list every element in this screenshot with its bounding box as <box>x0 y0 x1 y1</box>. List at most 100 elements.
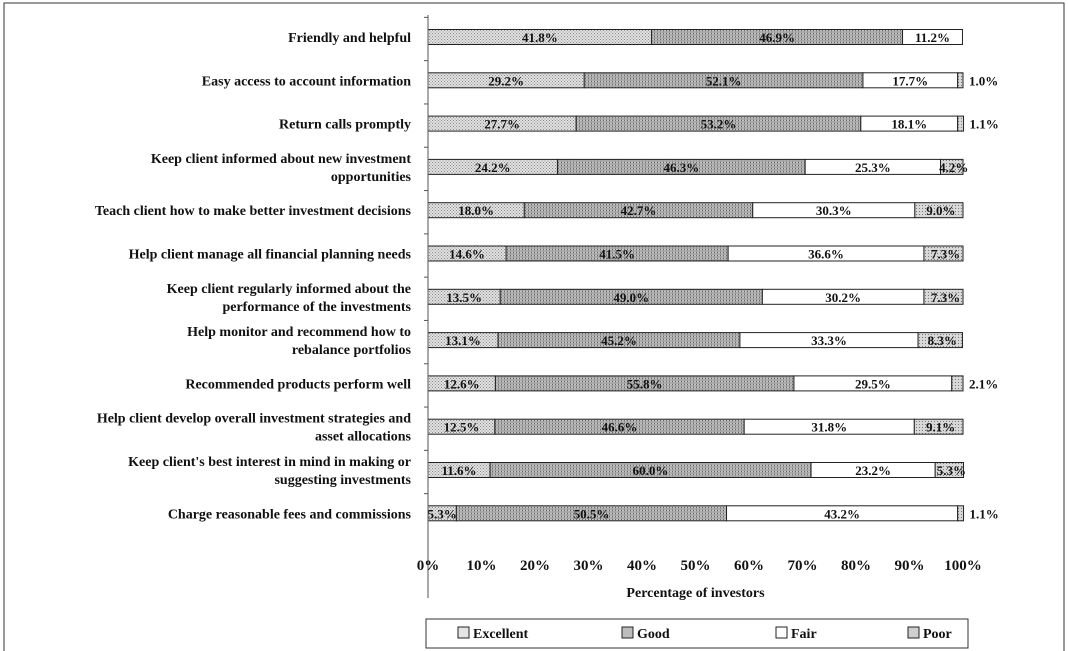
category-label: Return calls promptly <box>279 118 411 133</box>
data-label-fair: 43.2% <box>824 506 860 521</box>
data-label-fair: 17.7% <box>892 73 928 88</box>
category-label: Help client develop overall investment s… <box>97 412 412 445</box>
category-label-line: suggesting investments <box>274 473 411 488</box>
x-tick-label: 20% <box>520 558 550 574</box>
data-label-excellent: 13.1% <box>445 333 481 348</box>
data-label-good: 50.5% <box>574 506 610 521</box>
data-label-fair: 18.1% <box>891 117 927 132</box>
category-label: Keep client regularly informed about the… <box>167 282 412 315</box>
category-label-line: Help client manage all financial plannin… <box>129 248 412 263</box>
data-label-poor: 7.3% <box>931 247 960 262</box>
category-label-line: Help client develop overall investment s… <box>97 412 411 427</box>
data-label-good: 53.2% <box>701 117 737 132</box>
x-tick-label: 30% <box>574 558 604 574</box>
category-label-line: Help monitor and recommend how to <box>187 325 411 340</box>
data-label-excellent: 5.3% <box>428 506 457 521</box>
category-label-line: Keep client informed about new investmen… <box>151 152 411 167</box>
data-label-fair: 36.6% <box>808 247 844 262</box>
data-label-fair: 30.3% <box>816 203 852 218</box>
data-label-good: 49.0% <box>613 290 649 305</box>
category-label: Friendly and helpful <box>288 31 411 46</box>
legend: Excellent Good Fair Poor <box>426 619 968 648</box>
x-tick-label: 80% <box>841 558 871 574</box>
data-label-excellent: 11.6% <box>442 463 477 478</box>
category-label-line: asset allocations <box>315 430 412 445</box>
data-label-good: 41.5% <box>599 247 635 262</box>
category-label-line: performance of the investments <box>222 300 411 315</box>
category-label-line: Charge reasonable fees and commissions <box>168 507 412 522</box>
data-label-fair: 33.3% <box>811 333 847 348</box>
x-tick-label: 40% <box>627 558 657 574</box>
category-label: Easy access to account information <box>202 74 411 89</box>
data-label-fair: 25.3% <box>855 160 891 175</box>
category-label: Charge reasonable fees and commissions <box>168 507 412 522</box>
bars-layer: 41.8% 46.9% 11.2% 29.2% 52.1% 17.7% 1.0% 27.7% 5… <box>428 30 999 522</box>
data-label-good: 60.0% <box>633 463 669 478</box>
data-label-excellent: 18.0% <box>458 203 494 218</box>
data-label-excellent: 14.6% <box>449 247 485 262</box>
legend-label-poor: Poor <box>923 627 952 642</box>
data-label-excellent: 12.6% <box>444 376 480 391</box>
x-tick-label: 70% <box>788 558 818 574</box>
data-label-fair: 23.2% <box>855 463 891 478</box>
data-label-poor: 1.0% <box>969 73 998 88</box>
x-tick-label: 50% <box>681 558 711 574</box>
category-label: Help client manage all financial plannin… <box>129 248 412 263</box>
x-tick-label: 10% <box>467 558 497 574</box>
legend-label-good: Good <box>637 627 670 642</box>
bar-poor <box>952 376 963 391</box>
category-label-line: Keep client's best interest in mind in m… <box>128 455 411 470</box>
data-label-excellent: 24.2% <box>475 160 511 175</box>
x-tick-label: 60% <box>734 558 764 574</box>
category-label-line: Return calls promptly <box>279 118 411 133</box>
data-label-excellent: 12.5% <box>444 420 480 435</box>
legend-swatch-good <box>622 627 633 638</box>
category-label-line: Keep client regularly informed about the <box>167 282 411 297</box>
category-label-line: Teach client how to make better investme… <box>95 204 412 219</box>
category-label-line: Recommended products perform well <box>185 377 411 392</box>
data-label-poor: 7.3% <box>931 290 960 305</box>
data-label-poor: 2.1% <box>969 376 998 391</box>
legend-swatch-excellent <box>458 627 469 638</box>
data-label-good: 46.3% <box>663 160 699 175</box>
data-label-good: 46.9% <box>759 30 795 45</box>
data-label-poor: 9.1% <box>926 420 955 435</box>
data-label-excellent: 13.5% <box>446 290 482 305</box>
legend-label-excellent: Excellent <box>473 627 529 642</box>
data-label-fair: 31.8% <box>811 420 847 435</box>
data-label-fair: 29.5% <box>855 376 891 391</box>
data-label-good: 52.1% <box>706 73 742 88</box>
category-label-line: Easy access to account information <box>202 74 411 89</box>
data-label-fair: 30.2% <box>825 290 861 305</box>
data-label-poor: 1.1% <box>970 117 999 132</box>
data-label-poor: 5.3% <box>937 463 966 478</box>
chart-frame <box>4 3 1064 651</box>
data-label-excellent: 29.2% <box>488 73 524 88</box>
bar-poor <box>958 73 963 88</box>
data-label-poor: 4.2% <box>939 160 968 175</box>
legend-swatch-fair <box>776 627 787 638</box>
x-tick-label: 90% <box>895 558 925 574</box>
category-label-line: Friendly and helpful <box>288 31 411 46</box>
data-label-poor: 9.0% <box>926 203 955 218</box>
x-axis-title: Percentage of investors <box>626 586 765 601</box>
data-label-good: 42.7% <box>621 203 657 218</box>
data-label-good: 46.6% <box>602 420 638 435</box>
data-label-poor: 8.3% <box>928 333 957 348</box>
category-label: Keep client's best interest in mind in m… <box>128 455 411 488</box>
category-label: Keep client informed about new investmen… <box>151 152 412 185</box>
category-label-line: rebalance portfolios <box>292 343 412 358</box>
category-label: Help monitor and recommend how to rebalan… <box>187 325 411 358</box>
data-label-excellent: 27.7% <box>484 117 520 132</box>
legend-swatch-poor <box>908 627 919 638</box>
category-label: Teach client how to make better investme… <box>95 204 412 219</box>
category-label: Recommended products perform well <box>185 377 411 392</box>
data-label-excellent: 41.8% <box>522 30 558 45</box>
x-tick-label: 0% <box>417 558 440 574</box>
x-tick-label: 100% <box>944 558 982 574</box>
legend-label-fair: Fair <box>791 627 817 642</box>
bar-poor <box>958 506 964 521</box>
data-label-poor: 1.1% <box>970 506 999 521</box>
